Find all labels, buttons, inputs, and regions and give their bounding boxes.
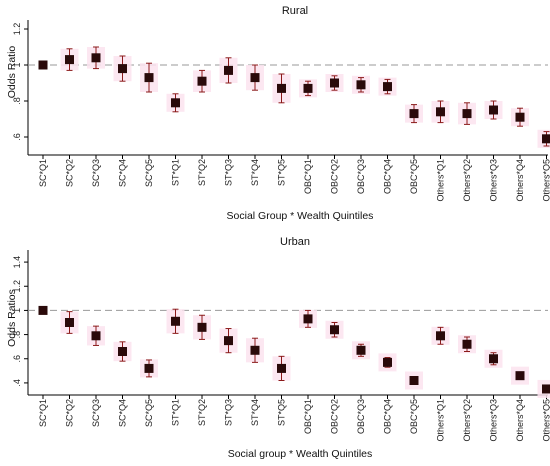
rural-chart-title: Rural	[282, 5, 308, 17]
data-point	[409, 109, 419, 119]
data-point	[489, 354, 498, 364]
x-tick-label: SC*Q2	[65, 399, 75, 427]
data-point	[542, 134, 550, 144]
data-point	[356, 345, 366, 355]
data-point	[224, 336, 233, 346]
data-point	[38, 305, 48, 315]
x-tick-label: SC*Q5	[144, 159, 154, 187]
data-point	[38, 60, 48, 70]
data-point	[462, 339, 472, 349]
data-point	[303, 83, 313, 93]
x-tick-label: OBC*Q2	[330, 159, 340, 194]
data-point	[144, 73, 154, 83]
data-point	[91, 53, 101, 63]
x-tick-label: OBC*Q1	[303, 159, 313, 194]
x-tick-label: Others*Q1	[436, 159, 446, 202]
data-point	[65, 55, 74, 65]
data-point	[356, 80, 366, 90]
urban-chart-title: Urban	[280, 236, 310, 248]
x-tick-label: ST*Q1	[171, 399, 181, 426]
x-tick-label: OBC*Q5	[409, 159, 419, 194]
data-point	[65, 318, 74, 327]
x-tick-label: Others*Q2	[462, 399, 472, 442]
data-point	[515, 371, 525, 381]
x-tick-label: SC*Q3	[91, 399, 101, 427]
urban-y-axis-label: Odds Ratios	[6, 289, 18, 347]
x-tick-label: SC*Q3	[91, 159, 101, 187]
urban-x-axis-label: Social group * Wealth Quintiles	[228, 448, 373, 460]
x-tick-label: Others*Q1	[436, 399, 446, 442]
x-tick-label: ST*Q4	[250, 159, 260, 186]
data-point	[250, 345, 260, 355]
data-point	[383, 357, 392, 367]
x-tick-label: ST*Q3	[224, 399, 234, 426]
y-tick-label: 1.2	[12, 23, 22, 36]
data-point	[277, 83, 286, 93]
data-point	[436, 331, 445, 341]
x-tick-label: SC*Q4	[118, 399, 128, 427]
x-tick-label: SC*Q1	[38, 399, 48, 427]
data-point	[542, 384, 550, 394]
data-point	[91, 331, 101, 341]
x-tick-label: OBC*Q4	[383, 399, 393, 434]
data-point	[197, 76, 207, 86]
x-tick-label: Others*Q4	[515, 399, 525, 442]
y-tick-label: .8	[12, 331, 22, 339]
rural-x-axis-label: Social Group * Wealth Quintiles	[227, 210, 374, 222]
data-point	[171, 316, 180, 326]
x-tick-label: ST*Q5	[277, 159, 287, 186]
x-tick-label: ST*Q1	[171, 159, 181, 186]
data-point	[436, 107, 445, 117]
data-point	[224, 65, 233, 75]
x-tick-label: ST*Q5	[277, 399, 287, 426]
x-tick-label: Others*Q3	[489, 159, 499, 202]
data-point	[171, 98, 180, 108]
x-tick-label: OBC*Q2	[330, 399, 340, 434]
x-tick-label: Others*Q3	[489, 399, 499, 442]
x-tick-label: OBC*Q5	[409, 399, 419, 434]
rural-y-axis-label: Odds Ratio	[6, 46, 18, 99]
data-point	[118, 347, 127, 356]
data-point	[118, 64, 127, 74]
x-tick-label: ST*Q4	[250, 399, 260, 426]
x-tick-label: OBC*Q1	[303, 399, 313, 434]
data-point	[489, 105, 498, 115]
x-tick-label: SC*Q1	[38, 159, 48, 187]
x-tick-label: SC*Q2	[65, 159, 75, 187]
x-tick-label: OBC*Q4	[383, 159, 393, 194]
y-tick-label: .6	[12, 355, 22, 363]
x-tick-label: OBC*Q3	[356, 159, 366, 194]
data-point	[330, 325, 339, 335]
y-tick-label: 1	[12, 62, 22, 67]
x-tick-label: Others*Q4	[515, 159, 525, 202]
y-tick-label: 1.4	[12, 256, 22, 269]
data-point	[303, 314, 313, 324]
x-tick-label: ST*Q2	[197, 159, 207, 186]
data-point	[277, 363, 286, 373]
y-tick-label: .8	[12, 97, 22, 105]
y-tick-label: 1.2	[12, 280, 22, 293]
x-tick-label: Others*Q5	[542, 399, 550, 442]
x-tick-label: SC*Q5	[144, 399, 154, 427]
x-tick-label: SC*Q4	[118, 159, 128, 187]
data-point	[330, 78, 339, 88]
data-point	[250, 73, 260, 83]
y-tick-label: .4	[12, 379, 22, 387]
data-point	[197, 322, 207, 332]
x-tick-label: ST*Q2	[197, 399, 207, 426]
data-point	[462, 109, 472, 119]
data-point	[383, 82, 392, 92]
data-point	[515, 112, 525, 122]
x-tick-label: ST*Q3	[224, 159, 234, 186]
y-tick-label: 1	[12, 308, 22, 313]
data-point	[144, 363, 154, 373]
x-tick-label: Others*Q5	[542, 159, 550, 202]
x-tick-label: OBC*Q3	[356, 399, 366, 434]
rural-panel: Rural Odds Ratio Social Group * Wealth Q…	[6, 5, 550, 222]
x-tick-label: Others*Q2	[462, 159, 472, 202]
data-point	[409, 376, 419, 385]
urban-panel: Urban Odds Ratios Social group * Wealth …	[6, 236, 550, 460]
y-tick-label: .6	[12, 133, 22, 141]
